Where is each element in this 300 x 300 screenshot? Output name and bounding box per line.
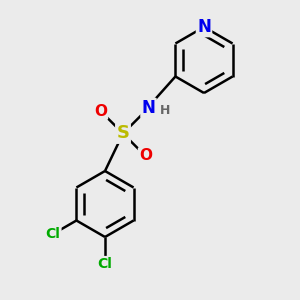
Text: N: N — [197, 18, 211, 36]
Text: O: O — [94, 103, 107, 118]
Text: O: O — [139, 148, 152, 164]
Text: S: S — [116, 124, 130, 142]
Text: Cl: Cl — [98, 257, 112, 271]
Text: Cl: Cl — [46, 227, 61, 241]
Text: N: N — [142, 99, 155, 117]
Text: H: H — [160, 104, 170, 118]
